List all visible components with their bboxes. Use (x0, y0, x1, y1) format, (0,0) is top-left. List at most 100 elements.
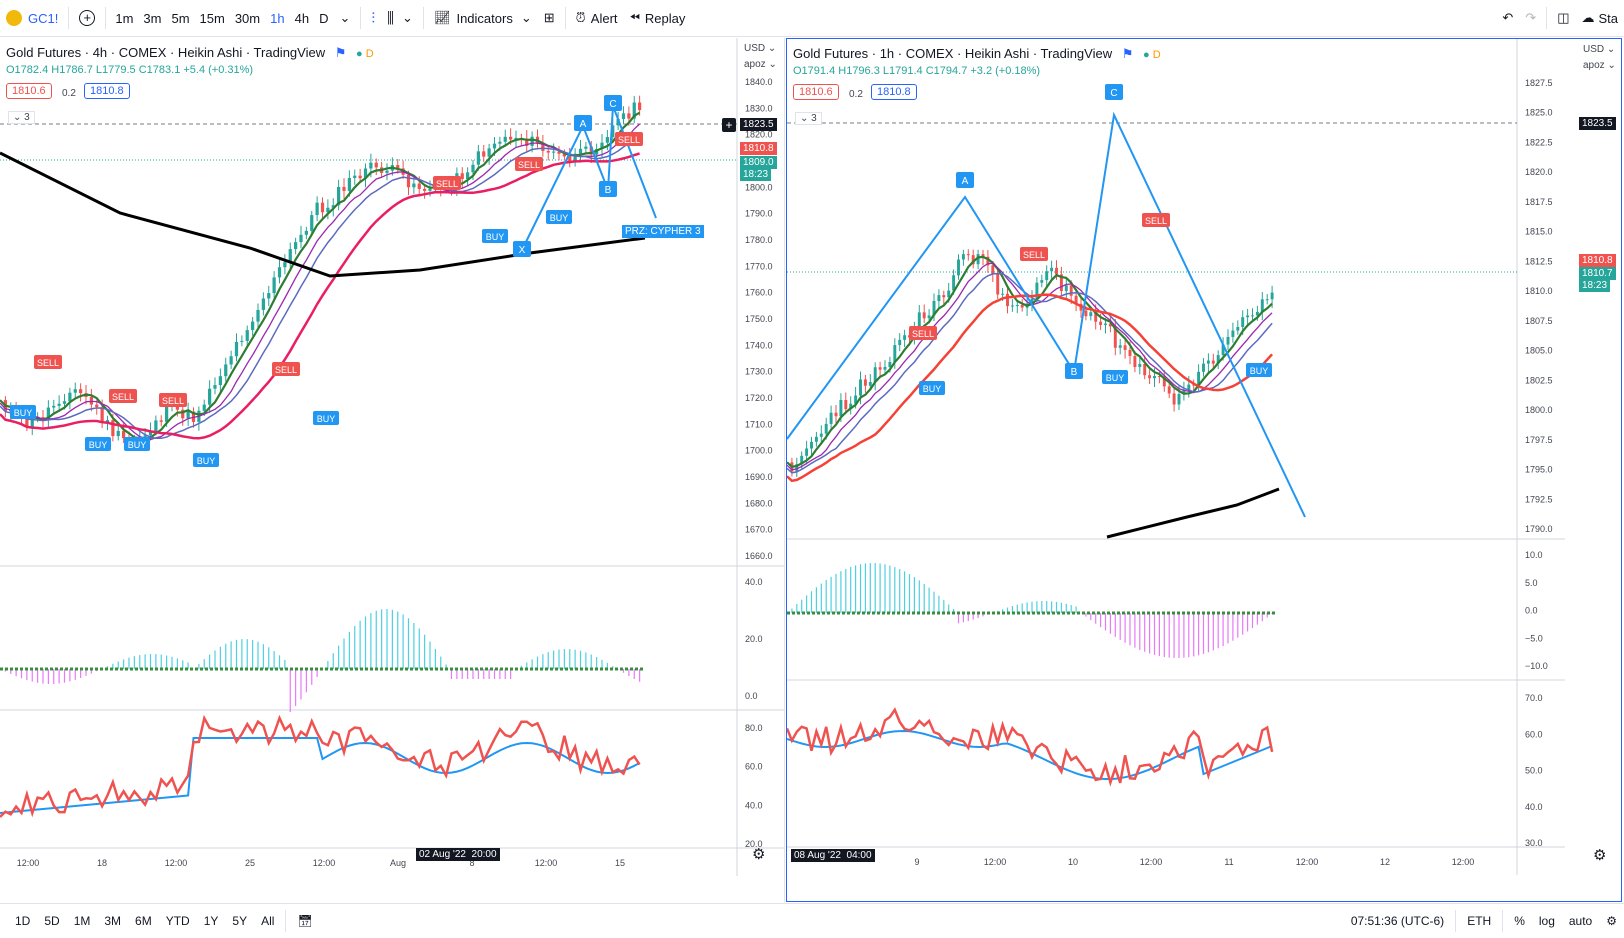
interval-3m[interactable]: 3m (143, 10, 162, 26)
templates-button[interactable]: ⊞ (538, 0, 561, 36)
left-ask-box[interactable]: 1810.8 (84, 83, 130, 99)
price-tick-label: 1710.0 (745, 419, 773, 429)
time-tick-label: Aug (390, 858, 406, 868)
candle-body (557, 151, 561, 154)
candle-body (52, 405, 56, 408)
sell-signal-badge (109, 389, 137, 403)
left-crosshair-plus-button[interactable]: + (722, 118, 736, 132)
indicators-button[interactable]: 📈︎ Indicators ⌄ (428, 0, 538, 36)
candle-body (1094, 312, 1098, 322)
right-settings-button[interactable]: ⚙ (1593, 846, 1606, 864)
left-chart[interactable]: 1840.01830.01820.01810.01800.01790.01780… (0, 38, 785, 902)
interval-4h[interactable]: 4h (294, 10, 310, 26)
bar-type-button[interactable]: ⫶ (365, 0, 381, 36)
left-collapse-toggle[interactable]: ⌄ 3 (8, 111, 35, 124)
ema-slow-line (0, 152, 640, 440)
candle-body (498, 141, 502, 144)
redo-button[interactable]: ↷ (1519, 0, 1542, 36)
candle-body (952, 275, 956, 291)
candle-body (406, 174, 411, 188)
price-tick-label: 1680.0 (745, 498, 773, 508)
right-spread: 0.2 (849, 89, 863, 100)
axis-settings-button[interactable]: ⚙ (1599, 914, 1624, 928)
sell-signal-label: SELL (1023, 250, 1045, 260)
alert-button[interactable]: ⏰︎ Alert (570, 0, 624, 36)
range-1m[interactable]: 1M (73, 914, 91, 928)
layout-button[interactable]: ◫ (1551, 0, 1575, 36)
candle-body (1143, 364, 1147, 376)
right-bid-box[interactable]: 1810.6 (793, 84, 839, 100)
interval-dropdown[interactable]: ⌄ (333, 0, 356, 36)
range-1d[interactable]: 1D (15, 914, 31, 928)
interval-D[interactable]: D (319, 10, 329, 26)
symbol-button[interactable]: GC1! (0, 0, 64, 36)
candle-body (514, 137, 518, 140)
gold-symbol-icon (6, 10, 22, 26)
left-bid-box[interactable]: 1810.6 (6, 83, 52, 99)
price-tick-label: 1815.0 (1525, 227, 1553, 237)
candle-body (1167, 386, 1171, 394)
candle-body (363, 168, 368, 179)
interval-30m[interactable]: 30m (234, 10, 261, 26)
percent-toggle[interactable]: % (1514, 914, 1525, 928)
left-ha-price-tag: 1809.0 (740, 156, 777, 169)
replay-button[interactable]: ⏪︎ Replay (624, 0, 692, 36)
log-toggle[interactable]: log (1538, 914, 1555, 928)
interval-1m[interactable]: 1m (115, 10, 134, 26)
buy-signal-label: BUY (923, 384, 942, 394)
sell-signal-label: SELL (618, 135, 640, 145)
goto-date-button[interactable]: 📅︎ (290, 914, 319, 928)
candle-body (423, 188, 427, 191)
range-5y[interactable]: 5Y (232, 914, 248, 928)
candle-body (1162, 376, 1166, 387)
left-currency-select[interactable]: USD ⌄ (744, 43, 777, 54)
left-settings-button[interactable]: ⚙ (752, 845, 765, 863)
right-collapse-toggle[interactable]: ⌄ 3 (795, 112, 822, 125)
left-last-price-tag: 1810.8 (740, 142, 777, 155)
compare-button[interactable]: + (73, 0, 101, 36)
range-3m[interactable]: 3M (104, 914, 122, 928)
interval-1h[interactable]: 1h (270, 10, 285, 26)
right-currency-select[interactable]: USD ⌄ (1583, 44, 1616, 55)
candle-body (251, 321, 255, 331)
session-toggle[interactable]: ETH (1467, 914, 1492, 928)
candle-body (154, 420, 158, 432)
right-chart-canvas[interactable]: 1827.5 1825.0 1822.5 1820.0 1817.5 1815.0 1812… (787, 39, 1621, 901)
undo-button[interactable]: ↶ (1496, 0, 1519, 36)
range-6m[interactable]: 6M (135, 914, 152, 928)
candle-body (347, 177, 351, 191)
candle-body (991, 265, 995, 274)
candle-body (79, 389, 83, 394)
left-crosshair-price-tag: 1823.5 (740, 118, 777, 131)
buy-signal-label: BUY (1250, 366, 1269, 376)
time-tick-label: 12:00 (535, 858, 558, 868)
range-all[interactable]: All (261, 914, 275, 928)
candle-body (584, 146, 588, 149)
candle-body (191, 411, 196, 422)
interval-15m[interactable]: 15m (199, 10, 225, 26)
left-scale-select[interactable]: apoz ⌄ (744, 59, 777, 70)
candle-body (947, 290, 951, 298)
right-ask-box[interactable]: 1810.8 (871, 84, 917, 100)
right-chart[interactable]: 1827.5 1825.0 1822.5 1820.0 1817.5 1815.0 1812… (786, 38, 1622, 902)
pattern-point-marker (1065, 363, 1083, 379)
range-1y[interactable]: 1Y (203, 914, 219, 928)
cloud-save-button[interactable]: ☁︎ Sta (1575, 0, 1624, 36)
price-tick-label: 1790.0 (1525, 524, 1553, 534)
undo-icon: ↶ (1502, 10, 1514, 25)
time-tick-label: 8 (469, 858, 474, 868)
left-prz-label: PRZ: CYPHER 3 (622, 225, 704, 238)
candle-body (893, 345, 897, 362)
left-chart-canvas[interactable]: 1840.01830.01820.01810.01800.01790.01780… (0, 38, 784, 902)
chart-style-button[interactable]: ⫼ ⌄ (381, 0, 419, 36)
clock-display[interactable]: 07:51:36 (UTC-6) (1350, 914, 1445, 928)
range-ytd[interactable]: YTD (165, 914, 190, 928)
auto-toggle[interactable]: auto (1568, 914, 1593, 928)
interval-5m[interactable]: 5m (171, 10, 190, 26)
right-scale-select[interactable]: apoz ⌄ (1583, 60, 1616, 71)
candle-body (342, 186, 346, 191)
range-5d[interactable]: 5D (44, 914, 60, 928)
buy-signal-label: BUY (14, 408, 33, 418)
ema-slow-line (787, 293, 1274, 483)
stoch-k-line (0, 737, 641, 814)
